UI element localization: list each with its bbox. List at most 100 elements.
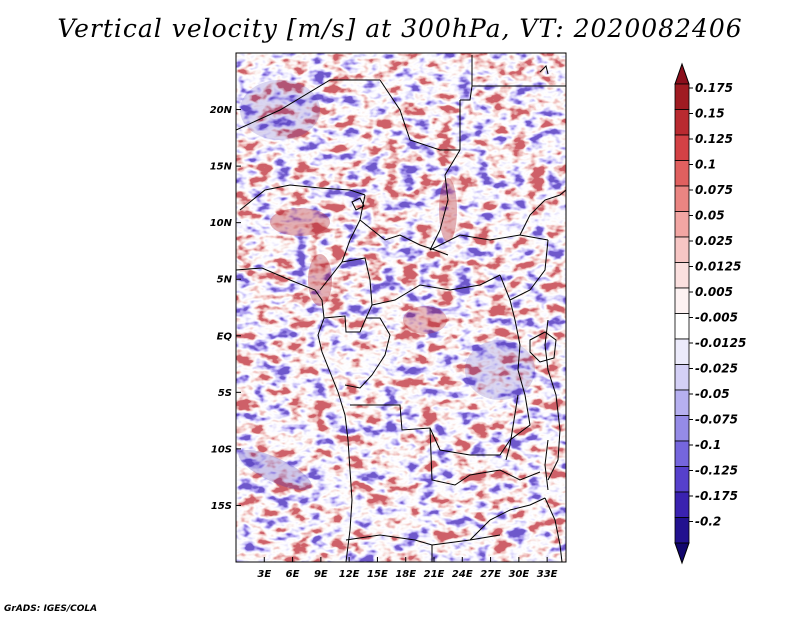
coastline-west — [236, 267, 353, 562]
lat-tick-label: 15S — [211, 501, 232, 512]
updraft-cluster-west — [270, 208, 330, 236]
lon-tick-label: 3E — [257, 569, 271, 580]
colorbar-label: -0.025 — [695, 362, 738, 376]
latitude-axis: 20N 15N 10N 5N EQ 5S 10S 15S — [210, 105, 241, 512]
border-mozambique — [544, 497, 563, 562]
border-nigeria-cameroon — [319, 194, 366, 291]
colorbar-swatch — [674, 364, 690, 391]
colorbar-swatch — [674, 185, 690, 212]
border-libya-sudan — [460, 55, 473, 101]
border-car-south — [371, 274, 501, 306]
lat-tick-label: 10N — [210, 218, 233, 229]
colorbar-swatch — [674, 134, 690, 161]
colorbar-label: -0.2 — [695, 515, 721, 529]
colorbar-label: 0.1 — [695, 158, 716, 172]
colorbar-swatch — [674, 517, 690, 544]
colorbar-label: -0.05 — [695, 387, 730, 401]
lat-tick-label: 5N — [217, 275, 233, 286]
border-gabon-congo — [323, 315, 367, 333]
lake-nasser — [539, 65, 549, 75]
border-angola-zambia — [429, 427, 541, 486]
colorbar-label: 0.005 — [695, 285, 733, 299]
updraft-cluster-coast — [308, 254, 332, 306]
border-niger-nigeria — [239, 184, 366, 211]
colorbar-label: 0.15 — [695, 107, 725, 121]
border-south-sudan-east — [509, 239, 549, 301]
colorbar-swatch — [674, 415, 690, 442]
lon-tick-label: 33E — [537, 569, 558, 580]
lake-chad — [351, 197, 365, 211]
colorbar-label: -0.0125 — [695, 336, 746, 350]
lake-malawi — [544, 439, 549, 491]
map-plot-area — [235, 52, 567, 563]
colorbar-swatch — [674, 491, 690, 518]
colorbar-label: 0.125 — [695, 132, 733, 146]
lat-tick-label: 15N — [210, 162, 233, 173]
colorbar-swatch — [674, 338, 690, 365]
colorbar-label: -0.005 — [695, 311, 738, 325]
lon-tick-label: 15E — [367, 569, 388, 580]
updraft-cluster-east — [439, 178, 457, 242]
colorbar-swatch — [674, 211, 690, 238]
border-namibia-north — [345, 534, 501, 546]
lat-tick-label: EQ — [217, 331, 233, 342]
colorbar: 0.175 0.15 0.125 0.1 0.075 0.05 0.025 0.0125 0.0… — [674, 62, 746, 565]
border-libya-chad — [379, 79, 460, 151]
colorbar-label: 0.025 — [695, 234, 733, 248]
colorbar-swatch — [674, 83, 690, 110]
border-sudan-south-sudan — [429, 234, 549, 251]
lon-tick-label: 21E — [424, 569, 445, 580]
lake-victoria — [529, 331, 557, 363]
lon-tick-label: 9E — [314, 569, 328, 580]
colorbar-label: -0.125 — [695, 464, 738, 478]
lon-tick-label: 18E — [395, 569, 416, 580]
border-congo-drc — [344, 317, 391, 389]
colorbar-label: -0.175 — [695, 489, 738, 503]
lon-tick-label: 30E — [508, 569, 529, 580]
border-niger-algeria — [236, 79, 380, 131]
colorbar-label: -0.075 — [695, 413, 738, 427]
colorbar-bottom-extension — [674, 542, 690, 565]
border-cameroon-car — [341, 257, 373, 319]
colorbar-label: 0.175 — [695, 81, 733, 95]
lon-tick-label: 6E — [286, 569, 300, 580]
map-title: Vertical velocity [m/s] at 300hPa, VT: 2… — [57, 14, 743, 43]
lon-tick-label: 12E — [339, 569, 360, 580]
colorbar-swatch — [674, 287, 690, 314]
border-ethiopia-west — [519, 189, 566, 236]
colorbar-swatch — [674, 389, 690, 416]
lat-tick-label: 20N — [210, 105, 233, 116]
border-zambia-zimbabwe — [469, 497, 546, 541]
colorbar-label: 0.05 — [695, 209, 725, 223]
longitude-axis: 3E 6E 9E 12E 15E 18E 21E 24E 27E 30E 33E — [257, 557, 558, 580]
colorbar-label: -0.1 — [695, 438, 721, 452]
grads-credit: GrADS: IGES/COLA — [4, 604, 98, 614]
colorbar-swatch — [674, 440, 690, 467]
lon-tick-label: 27E — [480, 569, 501, 580]
lat-tick-label: 5S — [218, 388, 232, 399]
downdraft-area-east — [465, 340, 535, 400]
lon-tick-label: 24E — [452, 569, 473, 580]
colorbar-top-extension — [674, 62, 690, 85]
colorbar-swatch — [674, 313, 690, 340]
colorbar-swatch — [674, 109, 690, 136]
border-chad-car — [359, 219, 449, 256]
colorbar-label: 0.0125 — [695, 260, 741, 274]
vertical-velocity-field — [236, 53, 566, 562]
colorbar-swatch — [674, 466, 690, 493]
colorbar-swatch — [674, 160, 690, 187]
border-drc-east — [470, 274, 531, 456]
colorbar-swatch — [674, 236, 690, 263]
colorbar-swatch — [674, 262, 690, 289]
lake-tanganyika — [505, 394, 519, 461]
colorbar-label: 0.075 — [695, 183, 733, 197]
political-borders — [236, 55, 566, 562]
border-chad-sudan — [429, 100, 461, 251]
border-drc-angola — [350, 404, 471, 456]
lat-tick-label: 10S — [211, 444, 232, 455]
border-tanzania-east — [544, 319, 561, 481]
downdraft-band-south — [238, 449, 312, 491]
updraft-cluster-central — [403, 306, 447, 334]
map-frame — [235, 52, 567, 563]
